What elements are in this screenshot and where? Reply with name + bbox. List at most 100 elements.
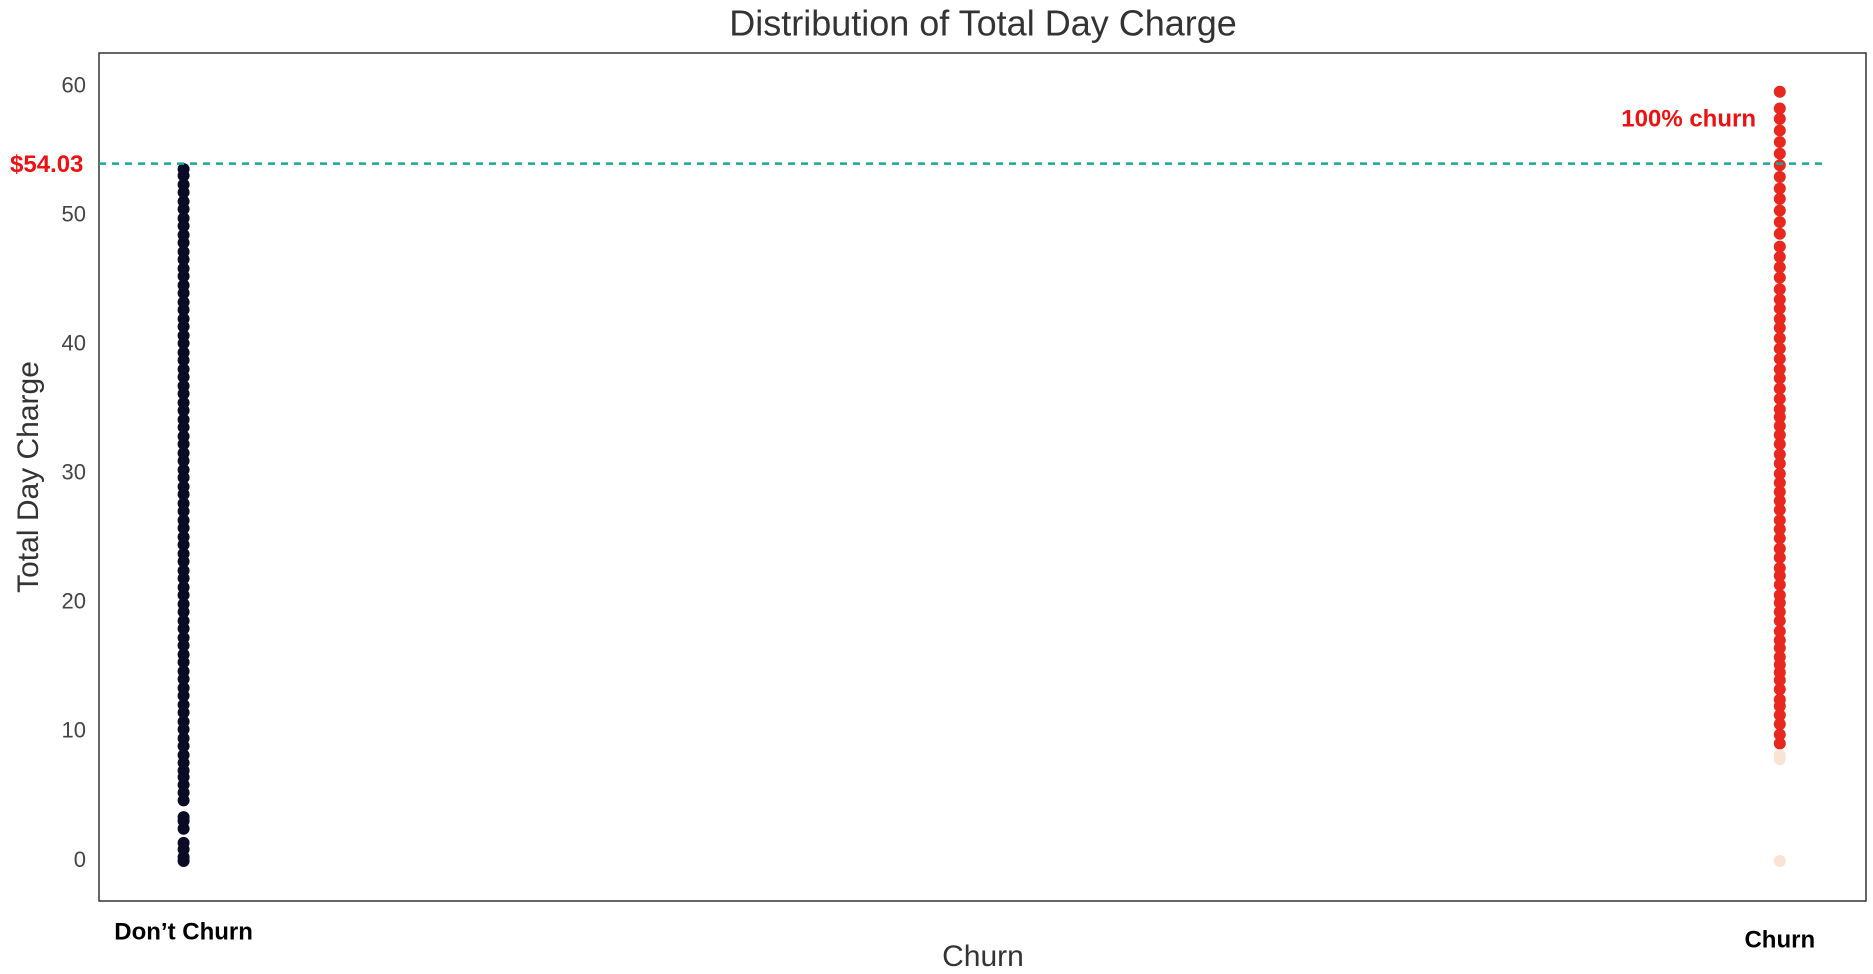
point: [177, 564, 190, 577]
point: [1773, 718, 1786, 731]
y-tick-label: 50: [62, 201, 86, 226]
point: [1773, 429, 1786, 442]
point: [1773, 467, 1786, 480]
point: [1773, 283, 1786, 296]
point: [1773, 728, 1786, 741]
point: [1773, 438, 1786, 451]
point: [1773, 420, 1786, 433]
point: [1773, 494, 1786, 507]
point: [1773, 170, 1786, 183]
point: [1773, 182, 1786, 195]
point: [1773, 448, 1786, 461]
point: [1773, 112, 1786, 125]
point: [1773, 854, 1786, 867]
point: [1773, 392, 1786, 405]
point: [177, 682, 190, 695]
point: [1773, 321, 1786, 334]
point: [177, 811, 190, 824]
point: [1773, 293, 1786, 306]
point: [1773, 614, 1786, 627]
point: [177, 836, 190, 849]
point: [1773, 625, 1786, 638]
point: [177, 547, 190, 560]
point: [1773, 683, 1786, 696]
y-axis-label: Total Day Charge: [12, 361, 45, 593]
point: [1773, 403, 1786, 416]
point: [1773, 578, 1786, 591]
point: [177, 195, 190, 208]
x-tick-label: Churn: [1744, 926, 1815, 953]
point: [177, 212, 190, 225]
point: [1773, 352, 1786, 365]
point: [1773, 551, 1786, 564]
point: [177, 631, 190, 644]
point: [177, 447, 190, 460]
point: [177, 245, 190, 258]
point: [1773, 124, 1786, 137]
point: [1773, 250, 1786, 263]
point: [177, 178, 190, 191]
point: [177, 413, 190, 426]
point: [1773, 503, 1786, 516]
point: [1773, 651, 1786, 664]
point: [177, 296, 190, 309]
point: [177, 463, 190, 476]
point: [1773, 709, 1786, 722]
point: [1773, 476, 1786, 489]
y-tick-label: 20: [62, 589, 86, 614]
y-tick-label: 30: [62, 460, 86, 485]
point: [177, 715, 190, 728]
point: [177, 598, 190, 611]
point: [177, 363, 190, 376]
point: [1773, 227, 1786, 240]
point: [1773, 485, 1786, 498]
point: [1773, 302, 1786, 315]
point: [177, 480, 190, 493]
point: [1773, 240, 1786, 253]
y-tick-label: 0: [74, 847, 86, 872]
point: [177, 430, 190, 443]
point: [1773, 693, 1786, 706]
point: [1773, 514, 1786, 527]
point: [1773, 147, 1786, 160]
point: [177, 665, 190, 678]
point: [1773, 216, 1786, 229]
point: [177, 648, 190, 661]
point: [1773, 532, 1786, 545]
point: [177, 614, 190, 627]
point: [177, 163, 190, 176]
point: [177, 749, 190, 762]
point: [1773, 561, 1786, 574]
point: [177, 262, 190, 275]
annotation: 100% churn: [1621, 105, 1756, 132]
point: [177, 531, 190, 544]
point: [177, 380, 190, 393]
point: [1773, 523, 1786, 536]
point: [177, 329, 190, 342]
point: [1773, 363, 1786, 376]
x-tick-label: Don’t Churn: [114, 918, 253, 945]
point: [177, 514, 190, 527]
point: [1773, 136, 1786, 149]
point: [1773, 85, 1786, 98]
y-tick-label: 60: [62, 72, 86, 97]
point: [1773, 204, 1786, 217]
point: [1773, 737, 1786, 750]
threshold-label: $54.03: [10, 151, 83, 178]
x-axis-label: Churn: [942, 940, 1024, 973]
y-tick-label: 10: [62, 718, 86, 743]
point: [1773, 372, 1786, 385]
point: [1773, 457, 1786, 470]
point: [177, 698, 190, 711]
point: [1773, 589, 1786, 602]
point: [1773, 749, 1786, 762]
point: [1773, 102, 1786, 115]
point: [1773, 192, 1786, 205]
point: [177, 581, 190, 594]
y-tick-label: 40: [62, 331, 86, 356]
point: [1773, 261, 1786, 274]
point: [177, 497, 190, 510]
point: [1773, 382, 1786, 395]
chart-title: Distribution of Total Day Charge: [729, 3, 1237, 44]
point: [1773, 159, 1786, 172]
